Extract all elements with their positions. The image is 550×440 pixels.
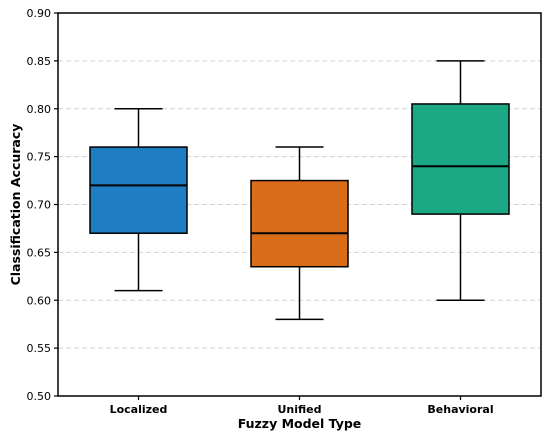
y-axis-title: Classification Accuracy xyxy=(8,124,23,286)
y-tick-label: 0.65 xyxy=(27,246,52,259)
x-tick-label: Unified xyxy=(277,403,321,416)
x-tick-label: Behavioral xyxy=(427,403,493,416)
y-tick-label: 0.80 xyxy=(27,103,52,116)
y-axis-ticks: 0.50 0.55 0.60 0.65 0.70 0.75 0.80 0.85 0.90 xyxy=(27,7,58,403)
iqr-box xyxy=(250,179,349,268)
y-tick-label: 0.50 xyxy=(27,390,52,403)
box-unified xyxy=(250,146,349,321)
y-tick-label: 0.70 xyxy=(27,199,52,212)
x-axis-title: Fuzzy Model Type xyxy=(238,416,362,431)
box-behavioral xyxy=(411,60,510,301)
box-plot-series xyxy=(89,60,510,321)
y-tick-label: 0.75 xyxy=(27,151,52,164)
y-tick-label: 0.55 xyxy=(27,342,52,355)
iqr-box xyxy=(89,146,188,234)
iqr-box xyxy=(411,103,510,215)
y-tick-label: 0.90 xyxy=(27,7,52,20)
x-tick-label: Localized xyxy=(110,403,168,416)
box-localized xyxy=(89,108,188,292)
y-tick-label: 0.60 xyxy=(27,294,52,307)
y-tick-label: 0.85 xyxy=(27,55,52,68)
x-axis-ticks: Localized Unified Behavioral xyxy=(110,396,494,416)
